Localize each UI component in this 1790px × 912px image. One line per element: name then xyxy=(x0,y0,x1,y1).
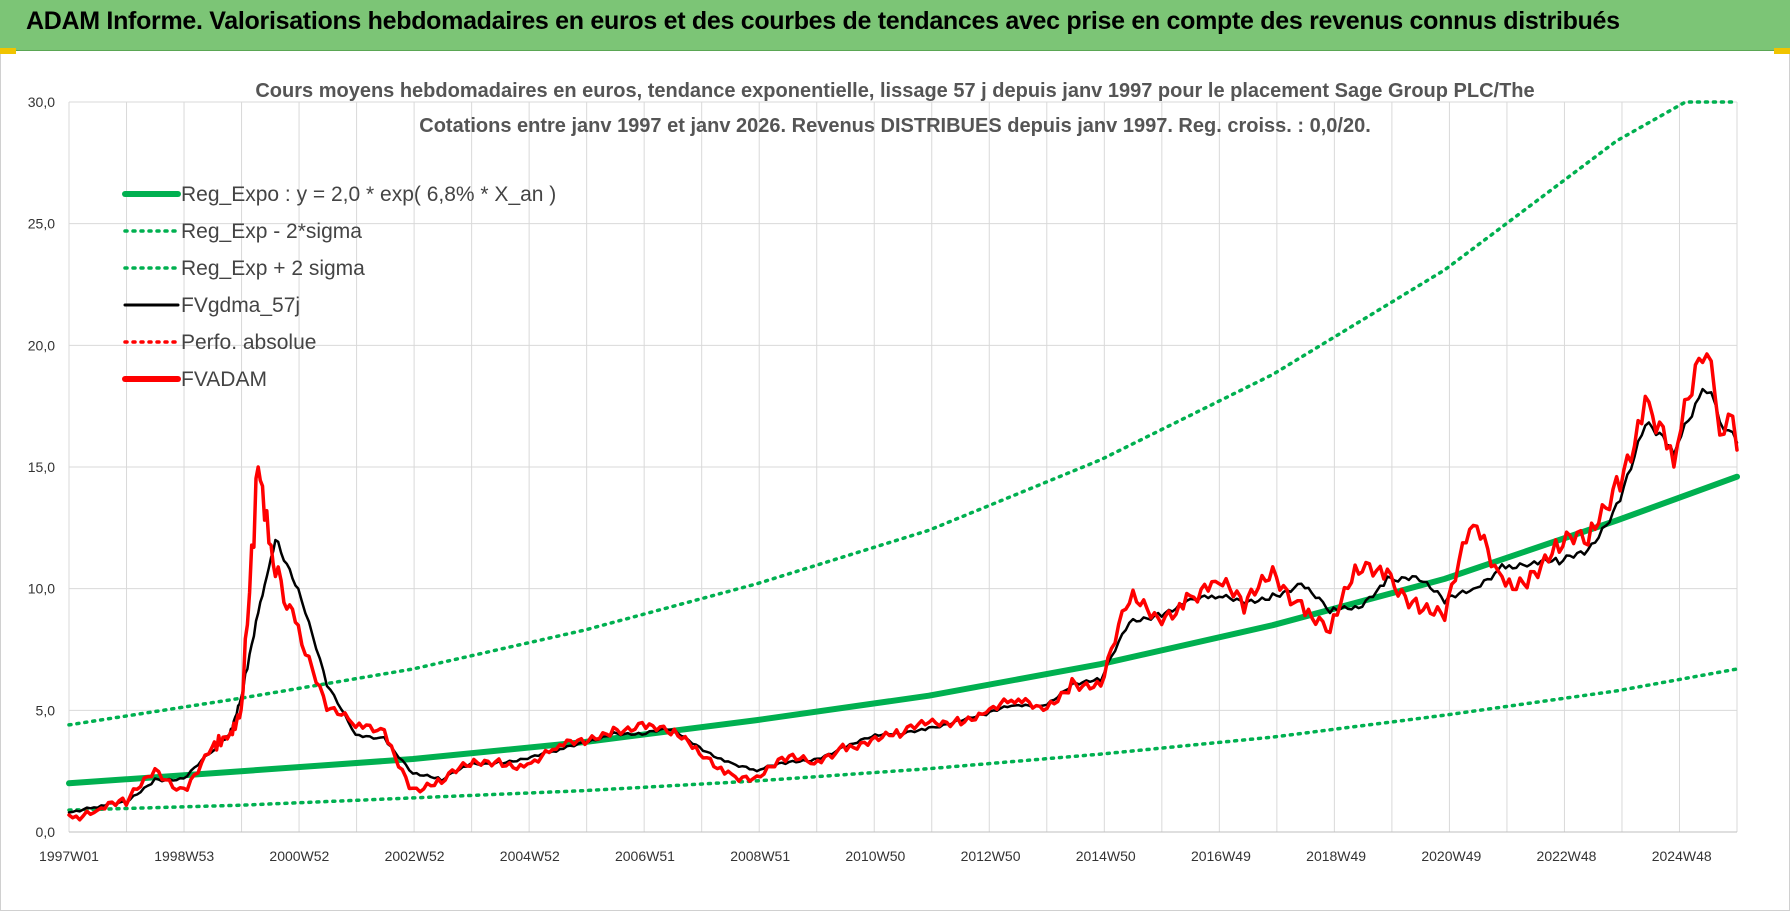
series-layer xyxy=(66,100,1740,822)
x-tick-label: 2022W48 xyxy=(1537,848,1597,864)
series-line-1 xyxy=(67,667,1739,812)
axes: 0,0 5,0 10,0 15,0 20,0 25,0 30,0 1997W01 1998W53… xyxy=(28,94,1737,864)
x-tick-label: 2002W52 xyxy=(385,848,445,864)
legend-label: Reg_Exp - 2*sigma xyxy=(181,220,362,243)
corner-marker-left xyxy=(0,48,16,54)
y-tick-label: 10,0 xyxy=(28,581,55,597)
series-line-4 xyxy=(67,352,1739,822)
x-tick-label: 2006W51 xyxy=(615,848,675,864)
x-tick-label: 2018W49 xyxy=(1306,848,1366,864)
series-line-2 xyxy=(67,100,1739,727)
x-tick-label: 1997W01 xyxy=(39,848,99,864)
x-tick-label: 2010W50 xyxy=(845,848,905,864)
page-title: ADAM Informe. Valorisations hebdomadaire… xyxy=(26,7,1620,35)
legend: Reg_Expo : y = 2,0 * exp( 6,8% * X_an ) R… xyxy=(122,183,556,391)
y-tick-label: 20,0 xyxy=(28,337,55,353)
chart-title-line-2: Cotations entre janv 1997 et janv 2026. … xyxy=(419,115,1371,137)
legend-label: FVgdma_57j xyxy=(181,294,300,317)
legend-label: FVADAM xyxy=(181,368,267,391)
legend-label: Reg_Expo : y = 2,0 * exp( 6,8% * X_an ) xyxy=(181,183,556,206)
chart-title: Cours moyens hebdomadaires en euros, ten… xyxy=(255,80,1534,137)
legend-label: Reg_Exp + 2 sigma xyxy=(181,257,365,280)
x-tick-label: 2000W52 xyxy=(269,848,329,864)
x-tick-label: 2008W51 xyxy=(730,848,790,864)
y-tick-label: 30,0 xyxy=(28,94,55,110)
x-tick-label: 2014W50 xyxy=(1076,848,1136,864)
x-tick-label: 2004W52 xyxy=(500,848,560,864)
series-line-3 xyxy=(67,387,1739,814)
y-tick-label: 5,0 xyxy=(36,702,56,718)
x-tick-label: 2016W49 xyxy=(1191,848,1251,864)
y-tick-label: 0,0 xyxy=(36,824,56,840)
corner-marker-right xyxy=(1774,48,1790,54)
y-tick-label: 25,0 xyxy=(28,216,55,232)
chart-title-line-1: Cours moyens hebdomadaires en euros, ten… xyxy=(255,80,1534,102)
x-tick-label: 2024W48 xyxy=(1652,848,1712,864)
series-line-0 xyxy=(66,473,1740,787)
x-tick-label: 2012W50 xyxy=(961,848,1021,864)
grid xyxy=(68,101,1738,833)
x-tick-label: 2020W49 xyxy=(1421,848,1481,864)
y-tick-label: 15,0 xyxy=(28,459,55,475)
legend-label: Perfo. absolue xyxy=(181,331,316,354)
header-bar: ADAM Informe. Valorisations hebdomadaire… xyxy=(0,0,1790,51)
x-tick-label: 1998W53 xyxy=(154,848,214,864)
